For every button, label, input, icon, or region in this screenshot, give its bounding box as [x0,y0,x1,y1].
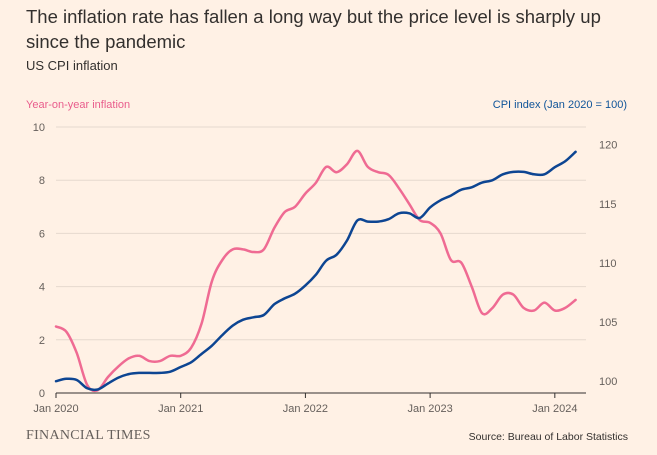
left-axis-ticks: 0 2 4 6 8 10 [33,122,45,400]
x-tick-label: Jan 2021 [158,403,203,415]
right-tick-label: 120 [599,140,617,152]
chart-title: The inflation rate has fallen a long way… [26,6,601,52]
left-tick-label: 8 [39,175,45,187]
x-tick-label: Jan 2024 [532,403,577,415]
right-tick-label: 110 [599,258,617,270]
left-tick-label: 10 [33,122,45,134]
left-tick-label: 6 [39,228,45,240]
cpi-index-series-line [54,150,577,392]
left-tick-label: 2 [39,335,45,347]
right-tick-label: 105 [599,317,617,329]
x-axis-ticks: Jan 2020 Jan 2021 Jan 2022 Jan 2023 Jan 2024 [33,393,577,415]
left-axis-title: Year-on-year inflation [26,99,131,111]
source-note: Source: Bureau of Labor Statistics [468,431,628,443]
x-tick-label: Jan 2023 [407,403,452,415]
inflation-series-line [54,149,577,393]
left-tick-label: 4 [39,282,45,294]
financial-times-logo: FINANCIAL TIMES [26,428,151,443]
x-tick-label: Jan 2020 [33,403,78,415]
right-axis-ticks: 100 105 110 115 120 [599,140,617,388]
left-tick-label: 0 [39,388,45,400]
chart-subtitle: US CPI inflation [26,58,118,73]
series-lines [54,149,577,393]
right-tick-label: 115 [599,199,617,211]
right-tick-label: 100 [599,376,617,388]
x-tick-label: Jan 2022 [283,403,328,415]
gridlines [56,126,586,394]
right-axis-title: CPI index (Jan 2020 = 100) [492,99,627,111]
